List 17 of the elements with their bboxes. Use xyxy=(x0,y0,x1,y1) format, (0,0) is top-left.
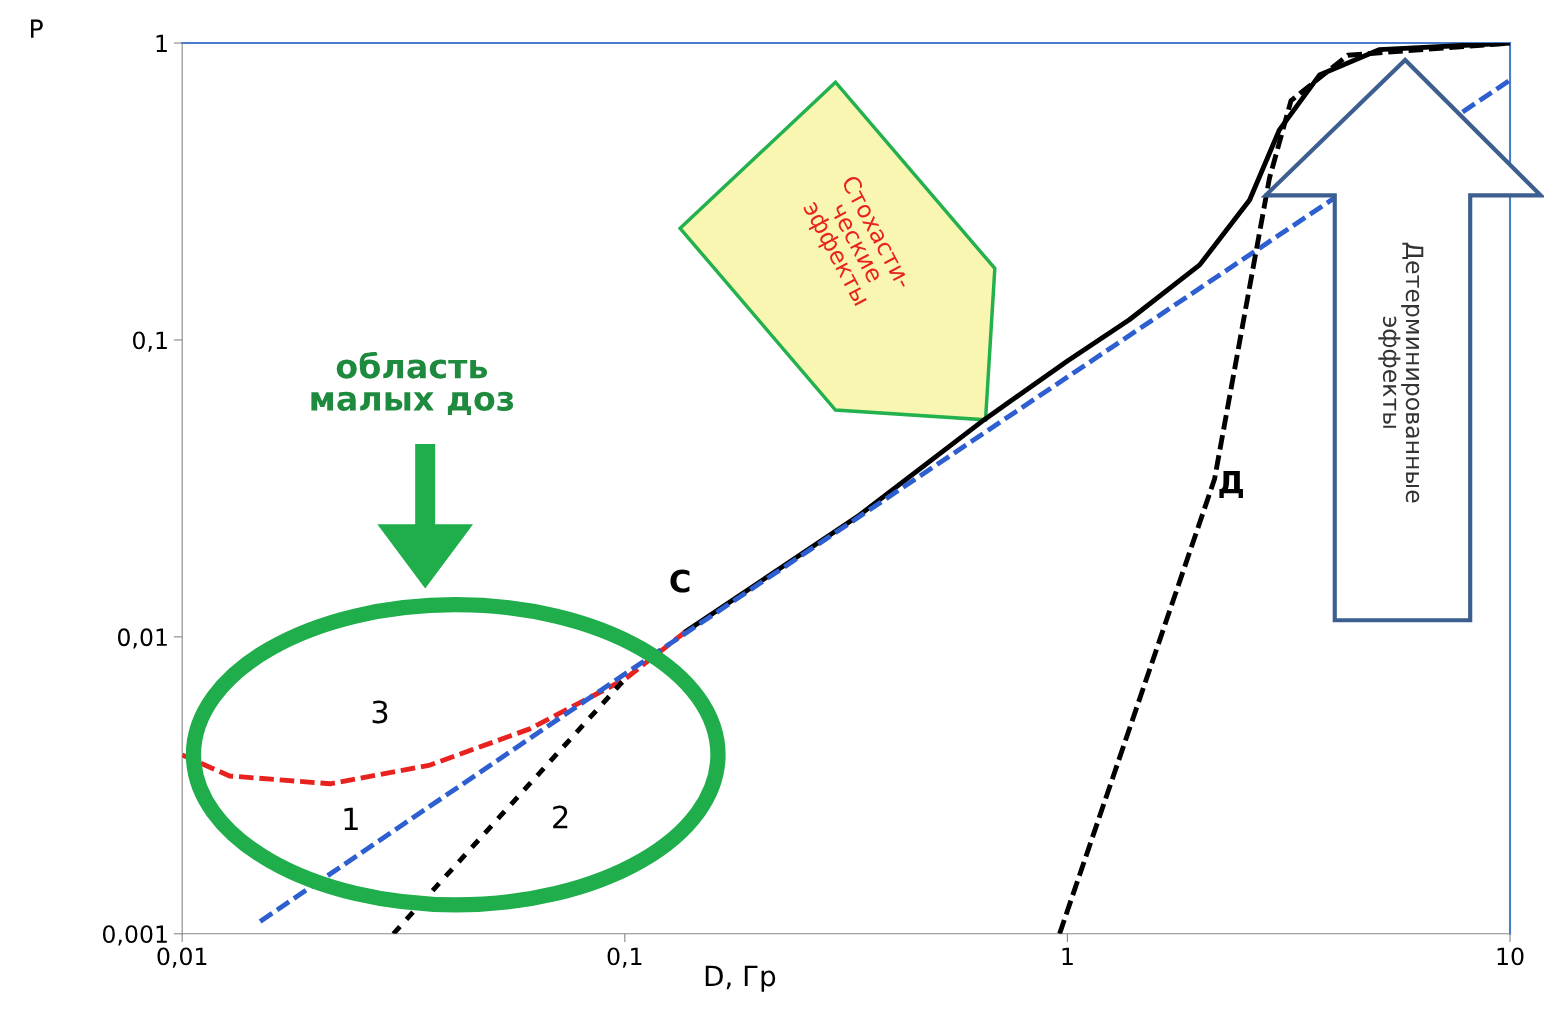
y-axis-title: P xyxy=(31,19,43,38)
y-tick-label: 0,1 xyxy=(133,331,167,352)
x-tick-label: 0,1 xyxy=(607,947,642,968)
y-tick-label: 1 xyxy=(156,34,167,53)
annotation: 1 xyxy=(344,807,358,830)
x-tick-label: 0,01 xyxy=(157,947,207,968)
annotation: 3 xyxy=(372,700,388,724)
annotation: Д xyxy=(1219,471,1243,499)
y-tick-label: 0,01 xyxy=(117,628,167,649)
annotation: область малых доз xyxy=(311,351,514,416)
x-tick-label: 10 xyxy=(1497,947,1524,966)
y-tick-label: 0,001 xyxy=(102,925,167,946)
annotation: 2 xyxy=(553,805,568,829)
annotation: Детерминированные эффекты xyxy=(1378,242,1424,503)
x-axis-title: D, Гр xyxy=(705,965,776,992)
x-tick-label: 1 xyxy=(1062,947,1073,965)
annotation: С xyxy=(670,569,690,593)
